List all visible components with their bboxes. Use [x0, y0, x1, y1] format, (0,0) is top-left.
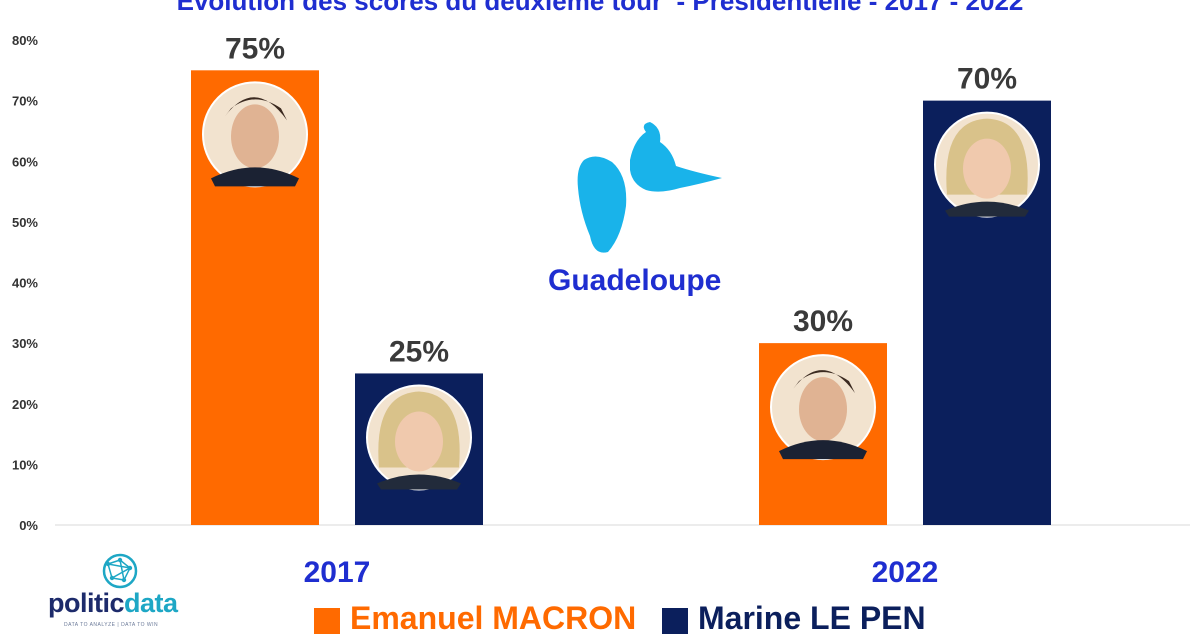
network-globe-icon: [102, 553, 138, 589]
logo-tagline: DATA TO ANALYZE | DATA TO WIN: [64, 622, 159, 628]
logo-word-accent: data: [124, 588, 178, 618]
y-tick-label: 80%: [12, 33, 38, 48]
region-label: Guadeloupe: [548, 264, 722, 297]
legend-label-lepen: Marine LE PEN: [698, 600, 926, 636]
y-tick-label: 20%: [12, 397, 38, 412]
x-axis-labels: 2017 2022: [304, 556, 939, 589]
politicdata-logo: politicdata DATA TO ANALYZE | DATA TO WI…: [40, 552, 200, 630]
legend-item-lepen: Marine LE PEN: [662, 600, 926, 637]
logo-wordmark: politicdata: [48, 588, 178, 619]
y-tick-label: 10%: [12, 457, 38, 472]
data-label: 75%: [225, 32, 285, 65]
data-label: 70%: [957, 63, 1017, 96]
data-labels: 75% 25% 30% 70%: [225, 32, 1017, 368]
guadeloupe-map-icon: [577, 122, 722, 253]
macron-portrait: [202, 81, 308, 188]
y-tick-label: 50%: [12, 215, 38, 230]
y-tick-label: 60%: [12, 154, 38, 169]
portraits: [202, 81, 1040, 491]
data-label: 25%: [389, 335, 449, 368]
x-category-label: 2017: [304, 556, 371, 589]
legend-swatch-lepen: [662, 607, 688, 634]
y-tick-label: 30%: [12, 336, 38, 351]
legend-label-macron: Emanuel MACRON: [350, 600, 637, 636]
y-tick-label: 70%: [12, 94, 38, 109]
data-label: 30%: [793, 305, 853, 338]
macron-portrait: [770, 354, 876, 461]
legend-item-macron: Emanuel MACRON: [314, 600, 636, 637]
chart-title: Évolution des scores du deuxième tour - …: [176, 0, 1024, 16]
y-tick-label: 40%: [12, 276, 38, 291]
lepen-portrait: [366, 384, 472, 491]
lepen-portrait: [934, 111, 1040, 218]
y-tick-label: 0%: [19, 518, 38, 533]
logo-word-dark: politic: [48, 588, 125, 618]
x-category-label: 2022: [872, 556, 939, 589]
legend-swatch-macron: [314, 607, 340, 634]
y-axis: 0% 10% 20% 30% 40% 50% 60% 70% 80%: [12, 33, 38, 533]
